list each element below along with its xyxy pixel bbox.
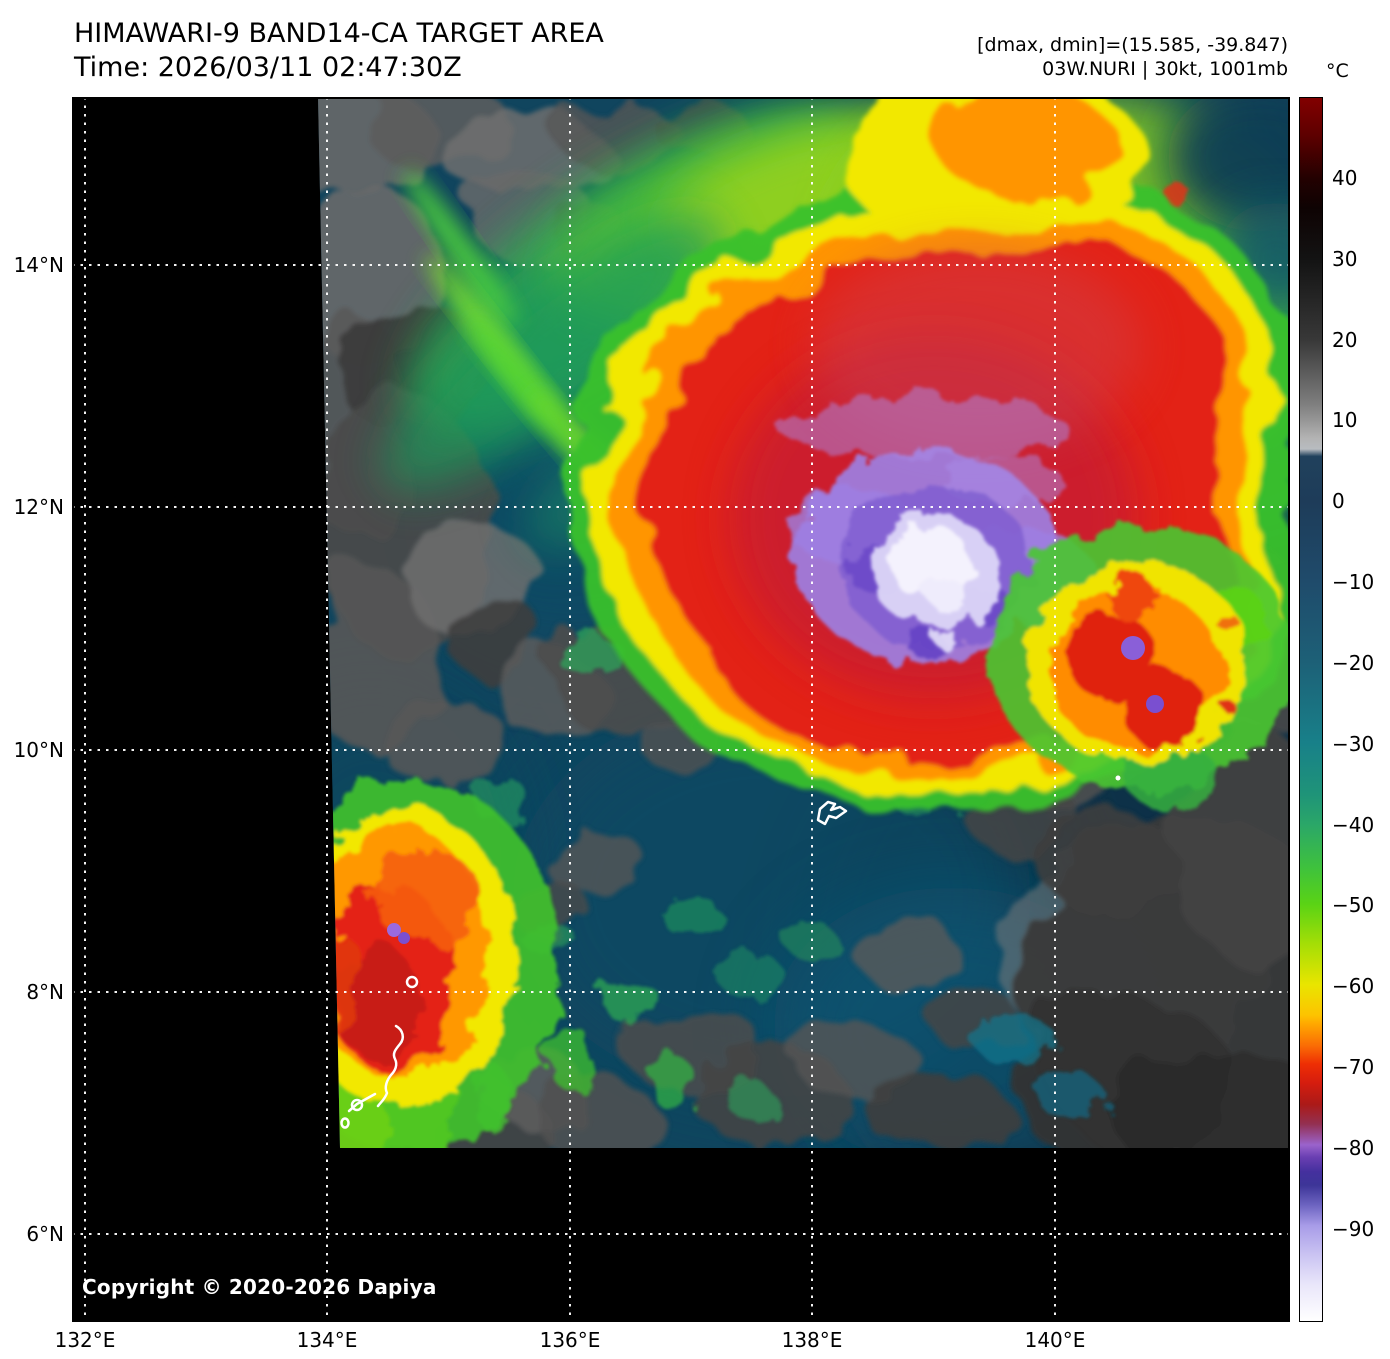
y-tick-12n: 12°N <box>13 495 64 519</box>
y-tick-14n: 14°N <box>13 253 64 277</box>
colorbar-tick-40: 40 <box>1332 166 1358 190</box>
graticule-grid <box>72 97 1290 1322</box>
data-region <box>318 97 1290 1148</box>
green-speckles <box>472 559 1106 1131</box>
x-tick-136e: 136°E <box>539 1328 601 1352</box>
storm-info-readout: 03W.NURI | 30kt, 1001mb <box>1042 58 1288 80</box>
colorbar-tick-m20: −20 <box>1332 651 1375 675</box>
colorbar-tick-m90: −90 <box>1332 1217 1375 1241</box>
colorbar-tick-10: 10 <box>1332 408 1358 432</box>
coastlines <box>340 775 1121 1129</box>
colorbar-tick-m50: −50 <box>1332 893 1375 917</box>
copyright-watermark: Copyright © 2020-2026 Dapiya <box>82 1275 437 1299</box>
satellite-imagery <box>72 97 1290 1322</box>
product-title: HIMAWARI-9 BAND14-CA TARGET AREA <box>74 18 604 49</box>
temperature-colorbar <box>1299 97 1323 1322</box>
map-border <box>72 97 1290 1322</box>
storm-sw-blob <box>318 779 560 1148</box>
dmax-dmin-readout: [dmax, dmin]=(15.585, -39.847) <box>977 34 1288 56</box>
y-tick-6n: 6°N <box>26 1222 64 1246</box>
x-tick-138e: 138°E <box>781 1328 843 1352</box>
colorbar-tick-m10: −10 <box>1332 570 1375 594</box>
colorbar-tick-m70: −70 <box>1332 1055 1375 1079</box>
colorbar-tick-m40: −40 <box>1332 813 1375 837</box>
colorbar-unit-label: °C <box>1326 60 1349 82</box>
island-dot <box>1115 775 1121 781</box>
y-tick-10n: 10°N <box>13 738 64 762</box>
storm-se-cells <box>990 525 1290 809</box>
product-time: Time: 2026/03/11 02:47:30Z <box>74 52 462 83</box>
x-tick-140e: 140°E <box>1024 1328 1086 1352</box>
colorbar-tick-m30: −30 <box>1332 732 1375 756</box>
colorbar-tick-m80: −80 <box>1332 1136 1375 1160</box>
yap-coastline <box>816 800 848 826</box>
x-tick-132e: 132°E <box>54 1328 116 1352</box>
colorbar-tick-0: 0 <box>1332 489 1345 513</box>
colorbar-tick-30: 30 <box>1332 247 1358 271</box>
satellite-map-canvas: Copyright © 2020-2026 Dapiya <box>72 97 1290 1322</box>
colorbar-tick-m60: −60 <box>1332 974 1375 998</box>
palau-coastline <box>376 1024 405 1108</box>
y-tick-8n: 8°N <box>26 980 64 1004</box>
x-tick-134e: 134°E <box>296 1328 358 1352</box>
colorbar-tick-20: 20 <box>1332 328 1358 352</box>
